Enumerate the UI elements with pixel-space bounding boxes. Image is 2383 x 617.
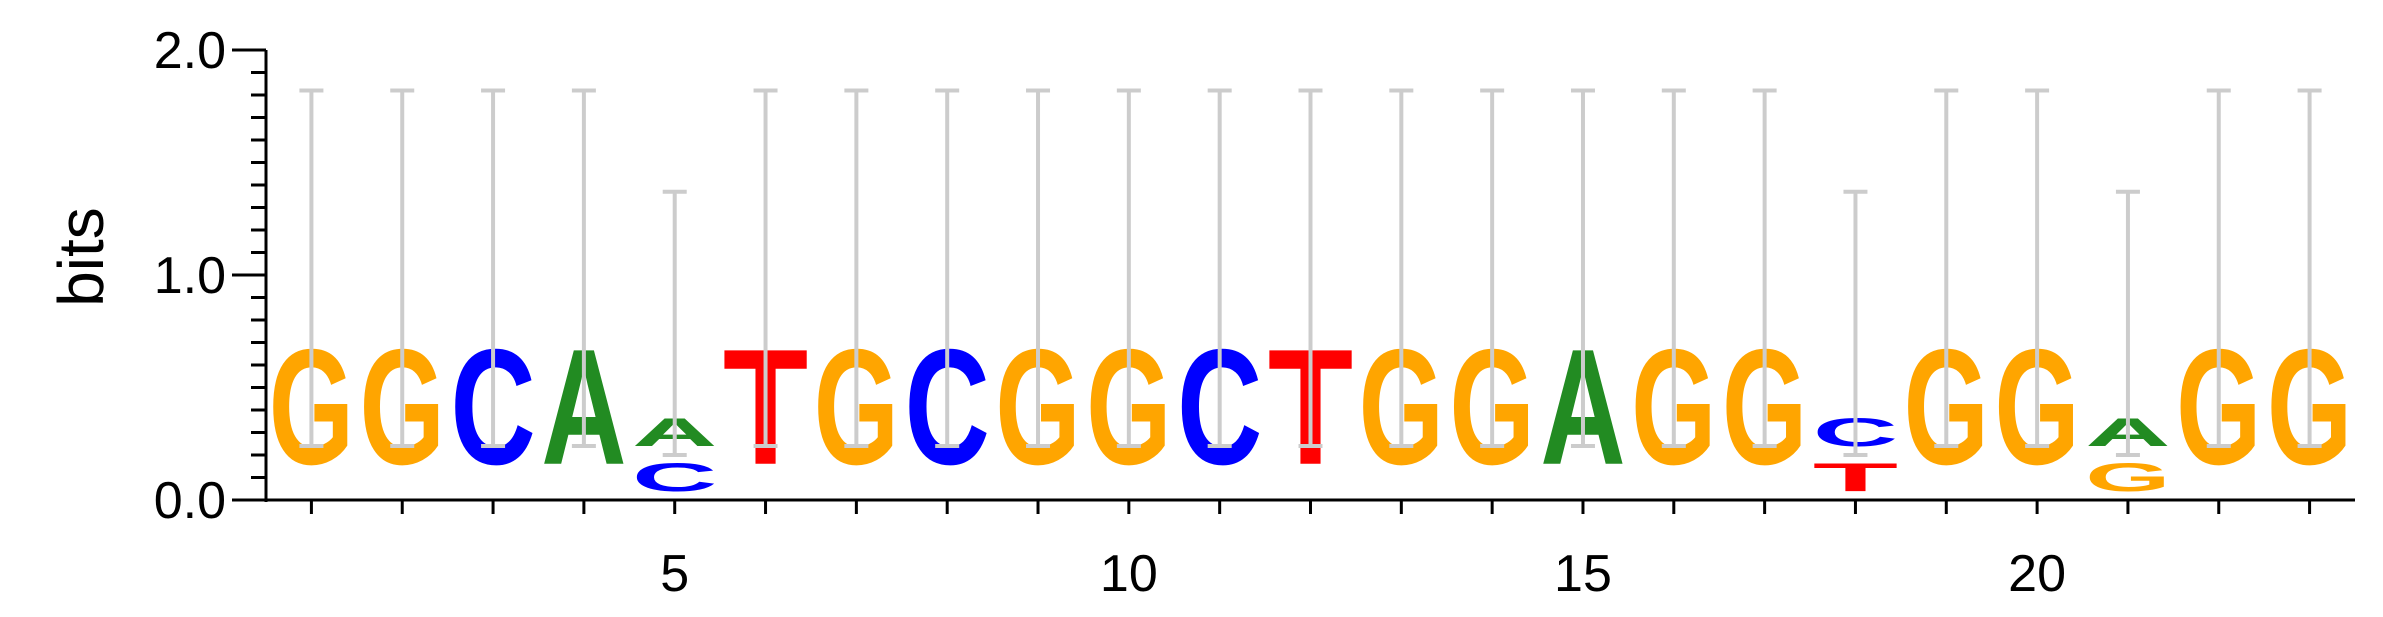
logo-letter-T: T xyxy=(1813,455,1898,500)
x-tick-label: 20 xyxy=(2008,545,2066,603)
x-ticks: 5 10 15 20 xyxy=(309,500,2312,603)
y-tick-label: 2.0 xyxy=(154,22,226,80)
x-tick-label: 15 xyxy=(1554,545,1612,603)
logo-letter-G: G xyxy=(2085,455,2170,500)
y-tick-label: 1.0 xyxy=(154,247,226,305)
logo-letters: G G C A CA T G C G G C T G G A G G TC G G GA G G xyxy=(269,314,2353,500)
y-tick-label: 0.0 xyxy=(154,472,226,530)
logo-letter-C: C xyxy=(632,455,717,500)
y-ticks: 0.0 1.0 2.0 xyxy=(154,22,266,530)
x-tick-label: 10 xyxy=(1100,545,1158,603)
y-axis-label: bits xyxy=(45,207,117,307)
axes xyxy=(264,50,2355,502)
error-bars xyxy=(299,88,2322,457)
x-tick-label: 5 xyxy=(660,545,689,603)
